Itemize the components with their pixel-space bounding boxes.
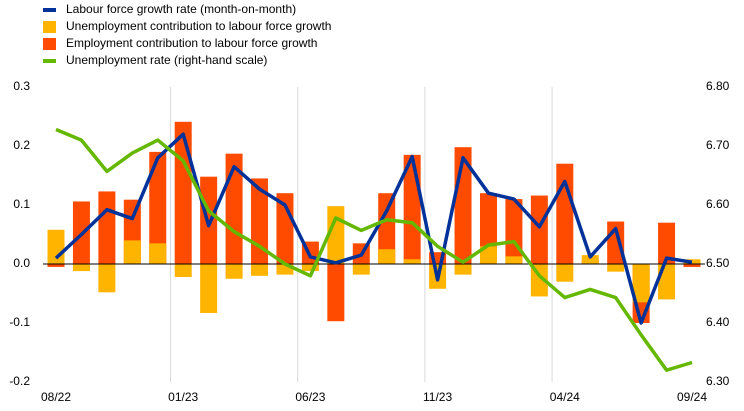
bar — [454, 264, 472, 275]
bar — [556, 264, 574, 282]
bar — [301, 264, 319, 272]
y2-tick-label: 6.40 — [706, 315, 730, 329]
bar — [378, 193, 396, 264]
bar — [149, 243, 167, 264]
bar — [378, 249, 396, 264]
legend-swatch — [43, 59, 56, 63]
bar — [200, 264, 218, 313]
line — [54, 132, 693, 325]
bar — [479, 246, 497, 264]
bar — [683, 264, 701, 267]
y-tick-label: -0.1 — [9, 315, 30, 329]
bar — [98, 191, 116, 264]
y-tick-label: 0.1 — [13, 197, 30, 211]
bar — [556, 163, 574, 264]
bar — [225, 153, 243, 264]
y-tick-label: 0.3 — [13, 79, 30, 93]
bar — [403, 259, 421, 264]
bar — [72, 264, 90, 272]
bar — [327, 264, 345, 322]
bar — [607, 264, 625, 272]
x-tick-label: 04/24 — [550, 390, 580, 404]
y-tick-label: 0.0 — [13, 256, 30, 270]
legend-label: Unemployment contribution to labour forc… — [66, 19, 331, 33]
x-tick-label: 08/22 — [41, 390, 71, 404]
bar — [174, 264, 192, 277]
bar — [98, 264, 116, 293]
legend-label: Labour force growth rate (month-on-month… — [66, 2, 296, 16]
line — [55, 127, 693, 372]
x-tick-label: 01/23 — [168, 390, 198, 404]
y2-tick-label: 6.80 — [706, 79, 730, 93]
bar — [276, 264, 294, 275]
bar — [505, 199, 523, 264]
y2-tick-label: 6.50 — [706, 256, 730, 270]
x-tick-label: 11/23 — [423, 390, 452, 404]
legend-swatch — [43, 38, 56, 50]
bar — [149, 151, 167, 264]
legend-label: Employment contribution to labour force … — [66, 36, 317, 50]
bar — [123, 240, 141, 264]
bar — [174, 121, 192, 264]
y-tick-label: 0.2 — [13, 138, 30, 152]
bar — [251, 264, 269, 276]
bar — [530, 195, 548, 264]
bar — [47, 264, 65, 267]
x-tick-label: 06/23 — [295, 390, 325, 404]
bar — [632, 264, 650, 303]
bar — [47, 229, 65, 264]
x-tick-label: 09/24 — [677, 390, 707, 404]
y2-tick-label: 6.30 — [706, 374, 730, 388]
legend-swatch — [43, 8, 56, 12]
y-tick-label: -0.2 — [9, 374, 30, 388]
legend-label: Unemployment rate (right-hand scale) — [66, 53, 267, 67]
bar — [429, 252, 447, 264]
y2-tick-label: 6.70 — [706, 138, 730, 152]
bar — [658, 222, 676, 264]
legend-swatch — [43, 21, 56, 33]
bar — [505, 256, 523, 264]
bar — [225, 264, 243, 279]
bar — [352, 264, 370, 275]
bar — [581, 255, 599, 264]
y2-tick-label: 6.60 — [706, 197, 730, 211]
